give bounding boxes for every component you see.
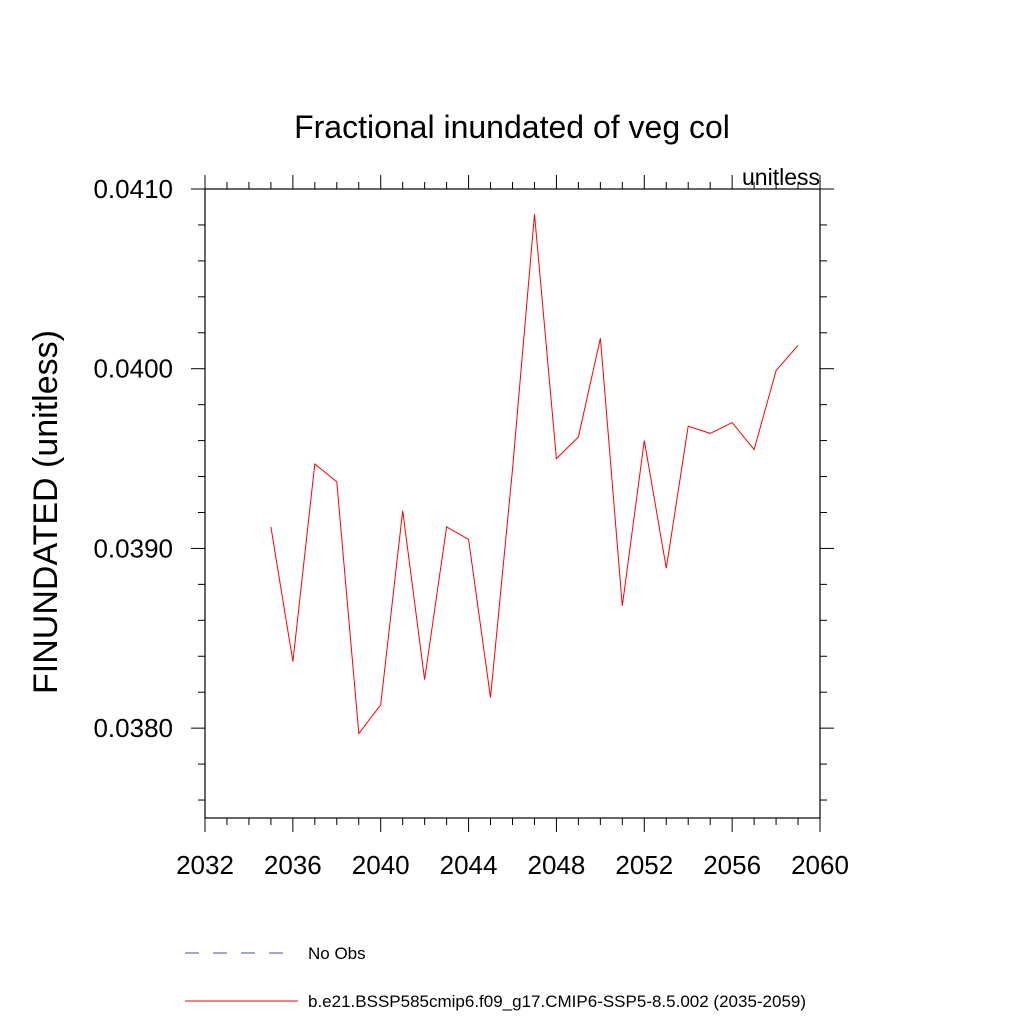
x-tick-label: 2032 [176,850,234,880]
legend-label-model: b.e21.BSSP585cmip6.f09_g17.CMIP6-SSP5-8.… [308,992,806,1011]
x-tick-label: 2056 [703,850,761,880]
x-tick-label: 2060 [791,850,849,880]
x-tick-label: 2048 [528,850,586,880]
series-layer [270,214,799,735]
y-tick-label: 0.0410 [93,174,173,204]
legend-label-no-obs: No Obs [308,944,366,963]
plot-frame [204,188,821,819]
legend: No Obs b.e21.BSSP585cmip6.f09_g17.CMIP6-… [185,944,806,1011]
y-axis-ticks: 0.0380 0.0390 0.0400 0.0410 [93,174,834,801]
x-tick-label: 2052 [615,850,673,880]
x-tick-label: 2036 [264,850,322,880]
series-line-1 [270,214,799,735]
x-axis-ticks: 2032 2036 2040 2044 2048 2052 2056 2060 [176,175,849,880]
x-tick-label: 2044 [440,850,498,880]
y-tick-label: 0.0400 [93,354,173,384]
y-axis-label: FINUNDATED (unitless) [27,330,65,694]
y-tick-label: 0.0390 [93,533,173,563]
y-tick-label: 0.0380 [93,713,173,743]
chart-title: Fractional inundated of veg col [294,109,730,145]
x-tick-label: 2040 [352,850,410,880]
units-label: unitless [742,164,820,190]
